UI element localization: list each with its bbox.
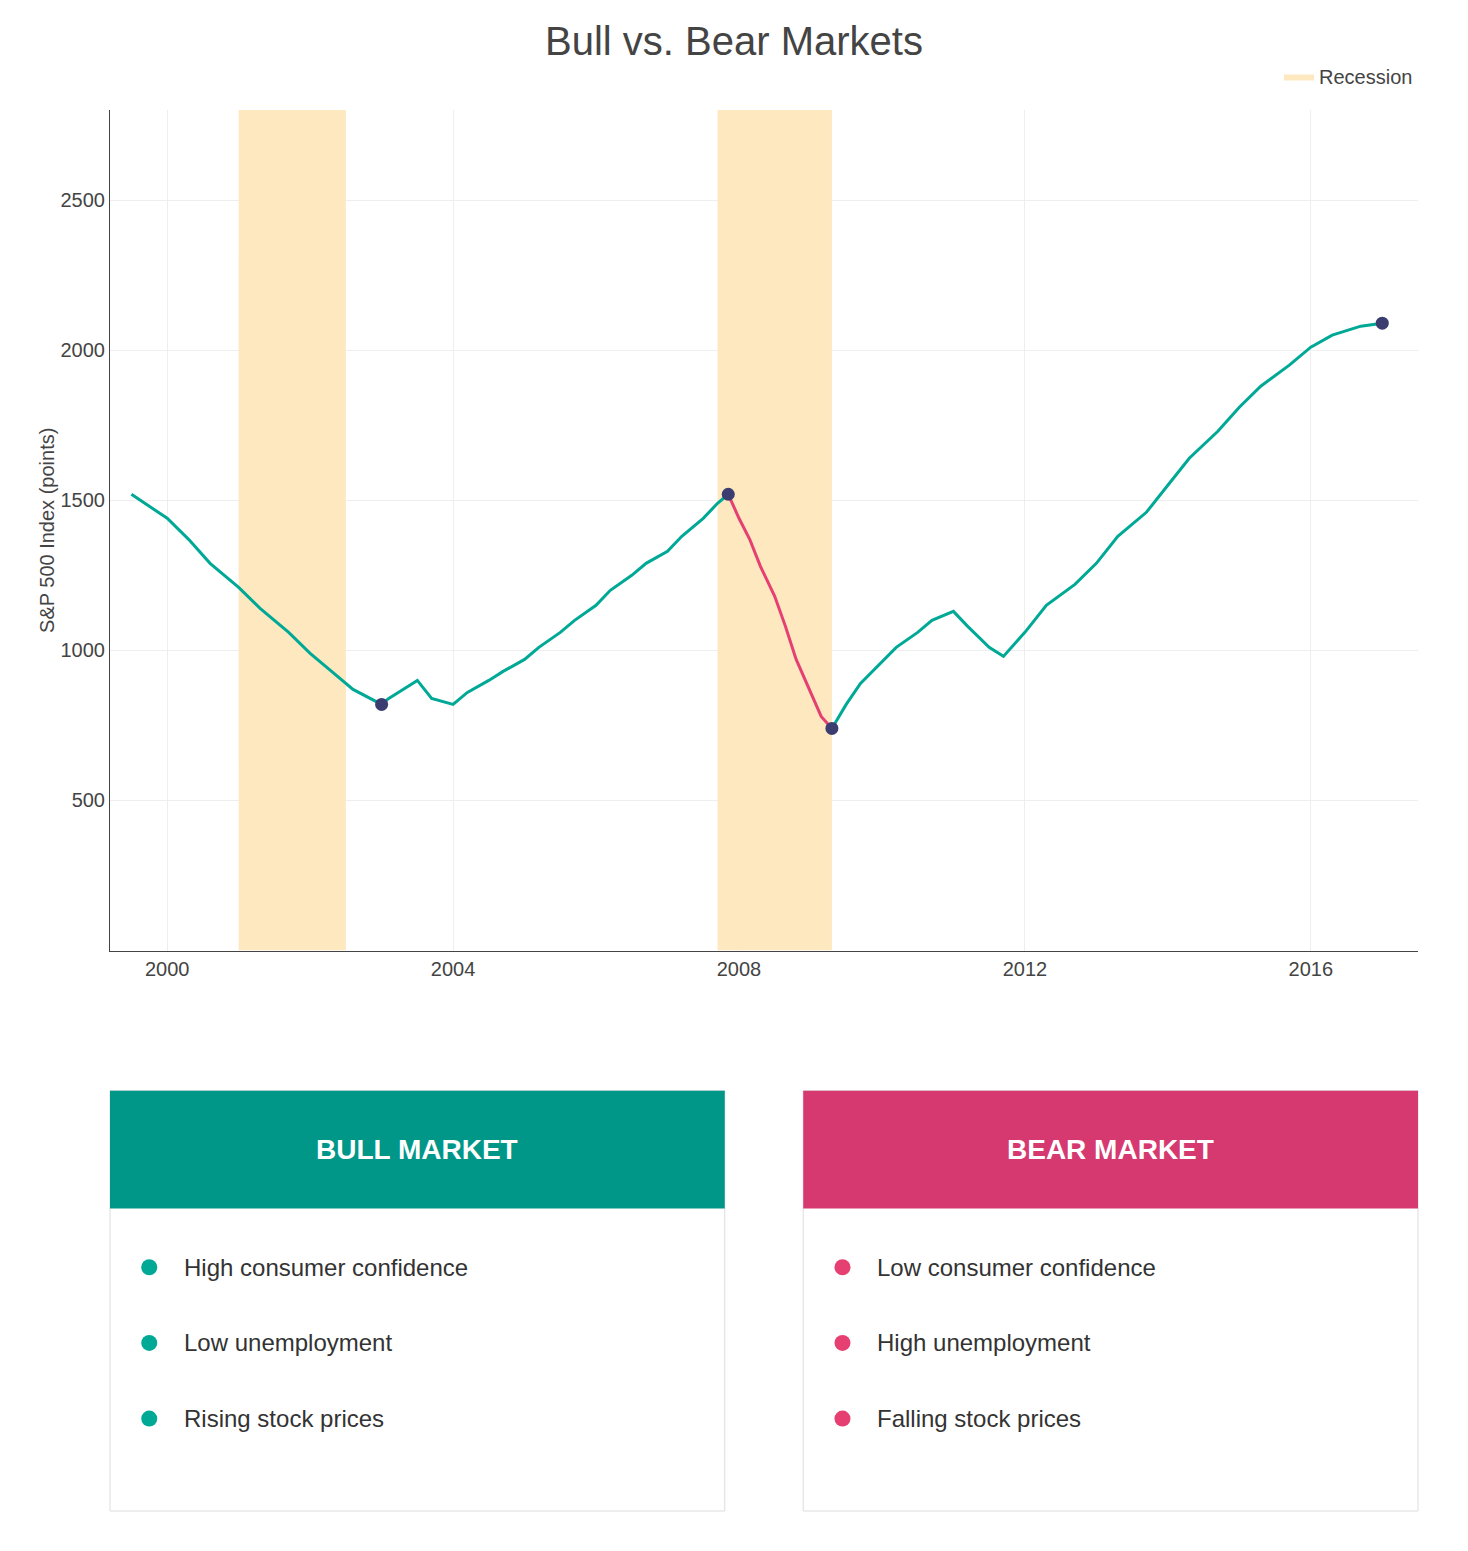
svg-text:Low unemployment: Low unemployment (184, 1329, 392, 1356)
svg-text:Recession: Recession (1319, 66, 1412, 88)
svg-text:2008: 2008 (717, 958, 762, 980)
svg-text:BEAR MARKET: BEAR MARKET (1007, 1134, 1214, 1165)
svg-text:500: 500 (72, 789, 105, 811)
svg-text:2500: 2500 (61, 189, 106, 211)
svg-text:BULL MARKET: BULL MARKET (316, 1134, 518, 1165)
svg-text:High consumer confidence: High consumer confidence (184, 1254, 468, 1281)
svg-text:Bull vs. Bear Markets: Bull vs. Bear Markets (545, 19, 923, 63)
svg-text:2012: 2012 (1003, 958, 1048, 980)
svg-text:2000: 2000 (145, 958, 190, 980)
svg-text:Falling stock prices: Falling stock prices (877, 1405, 1081, 1432)
svg-text:1000: 1000 (61, 639, 106, 661)
svg-text:2000: 2000 (61, 339, 106, 361)
svg-text:S&P 500 Index (points): S&P 500 Index (points) (37, 428, 59, 633)
svg-text:Rising stock prices: Rising stock prices (184, 1405, 384, 1432)
svg-text:2016: 2016 (1289, 958, 1334, 980)
svg-text:Low consumer confidence: Low consumer confidence (877, 1254, 1156, 1281)
svg-text:1500: 1500 (61, 489, 106, 511)
svg-text:2004: 2004 (431, 958, 476, 980)
svg-text:High unemployment: High unemployment (877, 1329, 1091, 1356)
